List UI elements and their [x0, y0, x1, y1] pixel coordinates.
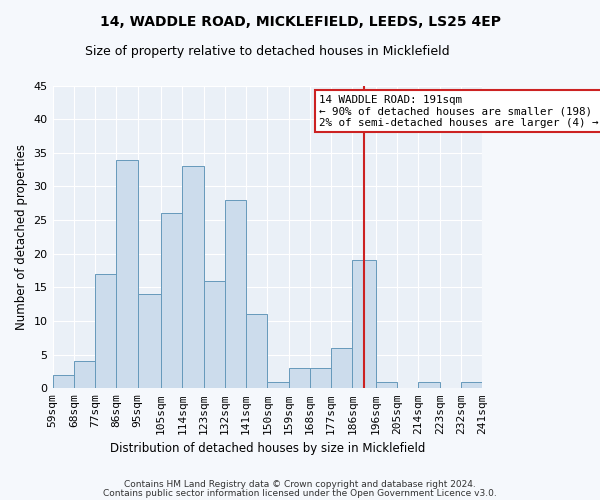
- Title: Size of property relative to detached houses in Micklefield: Size of property relative to detached ho…: [85, 45, 449, 58]
- Bar: [310, 368, 331, 388]
- Bar: [182, 166, 203, 388]
- Text: 14, WADDLE ROAD, MICKLEFIELD, LEEDS, LS25 4EP: 14, WADDLE ROAD, MICKLEFIELD, LEEDS, LS2…: [100, 15, 500, 29]
- Y-axis label: Number of detached properties: Number of detached properties: [15, 144, 28, 330]
- Bar: [246, 314, 268, 388]
- Bar: [116, 160, 137, 388]
- Bar: [225, 200, 246, 388]
- Bar: [331, 348, 352, 389]
- Bar: [53, 375, 74, 388]
- Bar: [352, 260, 376, 388]
- Bar: [137, 294, 161, 388]
- Bar: [418, 382, 440, 388]
- X-axis label: Distribution of detached houses by size in Micklefield: Distribution of detached houses by size …: [110, 442, 425, 455]
- Text: Contains HM Land Registry data © Crown copyright and database right 2024.: Contains HM Land Registry data © Crown c…: [124, 480, 476, 489]
- Bar: [268, 382, 289, 388]
- Text: Contains public sector information licensed under the Open Government Licence v3: Contains public sector information licen…: [103, 489, 497, 498]
- Bar: [161, 214, 182, 388]
- Bar: [74, 362, 95, 388]
- Bar: [289, 368, 310, 388]
- Text: 14 WADDLE ROAD: 191sqm
← 90% of detached houses are smaller (198)
2% of semi-det: 14 WADDLE ROAD: 191sqm ← 90% of detached…: [319, 94, 598, 128]
- Bar: [95, 274, 116, 388]
- Bar: [461, 382, 482, 388]
- Bar: [203, 280, 225, 388]
- Bar: [376, 382, 397, 388]
